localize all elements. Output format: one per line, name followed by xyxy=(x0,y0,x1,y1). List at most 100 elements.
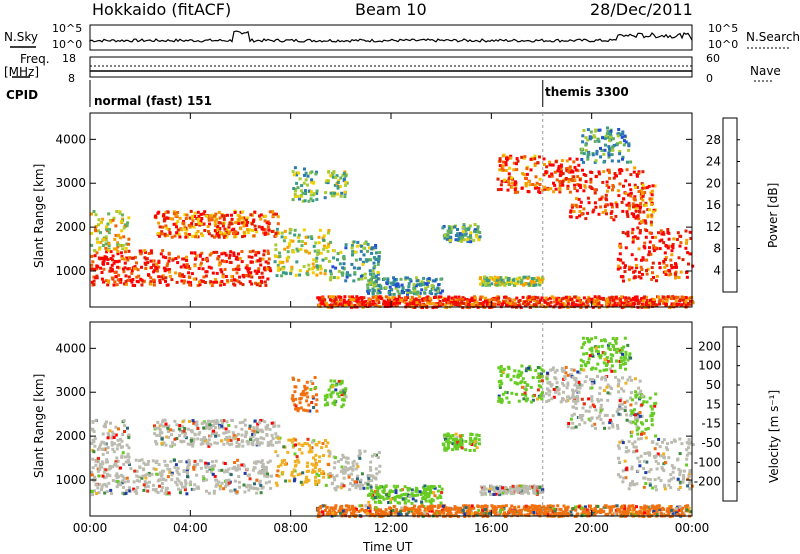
power-panel-cell xyxy=(684,229,688,233)
velocity-panel-cell xyxy=(651,486,655,490)
power-panel-cell xyxy=(647,253,651,257)
power-panel-cell xyxy=(104,238,108,242)
power-panel-cell xyxy=(232,282,236,286)
velocity-panel-cell xyxy=(369,483,373,487)
power-panel-cell xyxy=(219,231,222,235)
power-panel-cell xyxy=(172,212,176,216)
power-panel-cell xyxy=(199,261,203,265)
power-panel-cell xyxy=(107,281,110,284)
velocity-panel-cell xyxy=(473,448,476,452)
velocity-panel-cell xyxy=(555,368,559,372)
power-panel-cell xyxy=(132,256,135,260)
beam-label: Beam 10 xyxy=(355,0,427,19)
power-panel-cell xyxy=(445,300,449,304)
velocity-panel-cell xyxy=(126,454,130,458)
velocity-panel-cell xyxy=(500,382,504,386)
velocity-panel-cell xyxy=(264,425,268,429)
power-panel-cell xyxy=(225,235,229,239)
power-panel-cell xyxy=(473,228,477,232)
power-panel-cell xyxy=(357,296,361,300)
velocity-panel-cell xyxy=(263,473,267,477)
power-panel-cell xyxy=(582,152,586,156)
power-panel-cell xyxy=(124,250,127,254)
power-panel-cell xyxy=(610,205,614,209)
velocity-panel-cell xyxy=(310,401,314,404)
power-panel-cell xyxy=(554,160,558,164)
power-panel-cell xyxy=(434,302,438,305)
velocity-panel-cell xyxy=(555,386,559,389)
velocity-panel-cell xyxy=(109,421,112,425)
power-panel-cell xyxy=(374,280,378,283)
velocity-panel-cell xyxy=(355,480,359,484)
power-panel-cell xyxy=(392,292,396,296)
velocity-panel-cell xyxy=(351,478,354,482)
power-panel-cell xyxy=(600,195,604,199)
velocity-panel-cell xyxy=(642,485,646,489)
power-panel-cell xyxy=(378,251,382,254)
power-panel-cell xyxy=(641,272,644,276)
power-panel-cell xyxy=(570,203,574,207)
power-panel-cell xyxy=(223,231,227,235)
power-panel-cell xyxy=(493,298,497,302)
power-panel-cell xyxy=(597,170,601,174)
power-panel-cell xyxy=(152,270,156,274)
power-panel-cell xyxy=(123,257,127,261)
velocity-panel-cell xyxy=(196,462,200,466)
velocity-panel-cell xyxy=(186,466,189,470)
power-panel-cell xyxy=(143,249,147,253)
velocity-panel-cell xyxy=(184,482,188,486)
power-panel-cell xyxy=(245,264,249,268)
power-panel-cell xyxy=(355,299,359,303)
power-panel-cell xyxy=(127,249,131,253)
power-panel-cell xyxy=(479,282,482,286)
velocity-panel-cell xyxy=(123,424,127,428)
power-panel-cell xyxy=(253,224,257,228)
velocity-panel-cell xyxy=(479,490,483,494)
power-panel-cell xyxy=(325,246,329,250)
velocity-panel-cell xyxy=(635,449,639,453)
power-panel-cell xyxy=(281,260,285,264)
velocity-panel-cell xyxy=(169,460,173,464)
power-panel-cell xyxy=(123,223,127,227)
velocity-panel-cell xyxy=(174,463,178,467)
power-panel-cell xyxy=(216,228,220,231)
power-panel-cell xyxy=(436,286,440,290)
power-panel-cell xyxy=(185,228,189,232)
power-panel-cell xyxy=(250,282,254,286)
velocity-panel-cell xyxy=(175,469,179,473)
power-panel-cell xyxy=(603,148,607,152)
power-panel-cell xyxy=(660,238,664,242)
velocity-panel-cell xyxy=(506,373,510,377)
power-panel-cell xyxy=(627,278,631,282)
power-panel-cell xyxy=(568,157,572,161)
power-panel-cell xyxy=(506,178,510,182)
velocity-panel-cell xyxy=(280,459,284,463)
power-panel-cell xyxy=(116,252,120,256)
velocity-panel-cell xyxy=(110,430,114,434)
power-panel-cell xyxy=(244,274,248,277)
power-panel-cell xyxy=(522,283,525,287)
power-panel-cell xyxy=(689,296,693,300)
power-panel-cell xyxy=(483,275,487,279)
power-panel-cell xyxy=(351,250,355,254)
power-panel-cell xyxy=(461,225,465,229)
velocity-panel-cell xyxy=(355,477,359,481)
power-panel-cell xyxy=(543,300,547,304)
velocity-panel-cell xyxy=(639,437,643,441)
power-panel-cell xyxy=(475,300,479,304)
power-panel-cell xyxy=(412,292,416,296)
velocity-panel-cell xyxy=(299,480,303,484)
velocity-panel-cell xyxy=(688,479,692,483)
velocity-panel-cell xyxy=(179,488,182,492)
velocity-panel-cell xyxy=(159,423,163,427)
power-panel-cell xyxy=(367,288,371,292)
power-panel-cell xyxy=(356,240,360,244)
velocity-panel-cell xyxy=(561,381,564,385)
power-panel-cell xyxy=(378,295,382,299)
power-panel-cell xyxy=(686,251,690,255)
power-panel-cell xyxy=(230,275,234,278)
power-panel-cell xyxy=(650,278,654,281)
velocity-panel-cell xyxy=(348,488,352,492)
power-panel-cell xyxy=(685,241,688,245)
power-panel-cell xyxy=(115,260,119,264)
